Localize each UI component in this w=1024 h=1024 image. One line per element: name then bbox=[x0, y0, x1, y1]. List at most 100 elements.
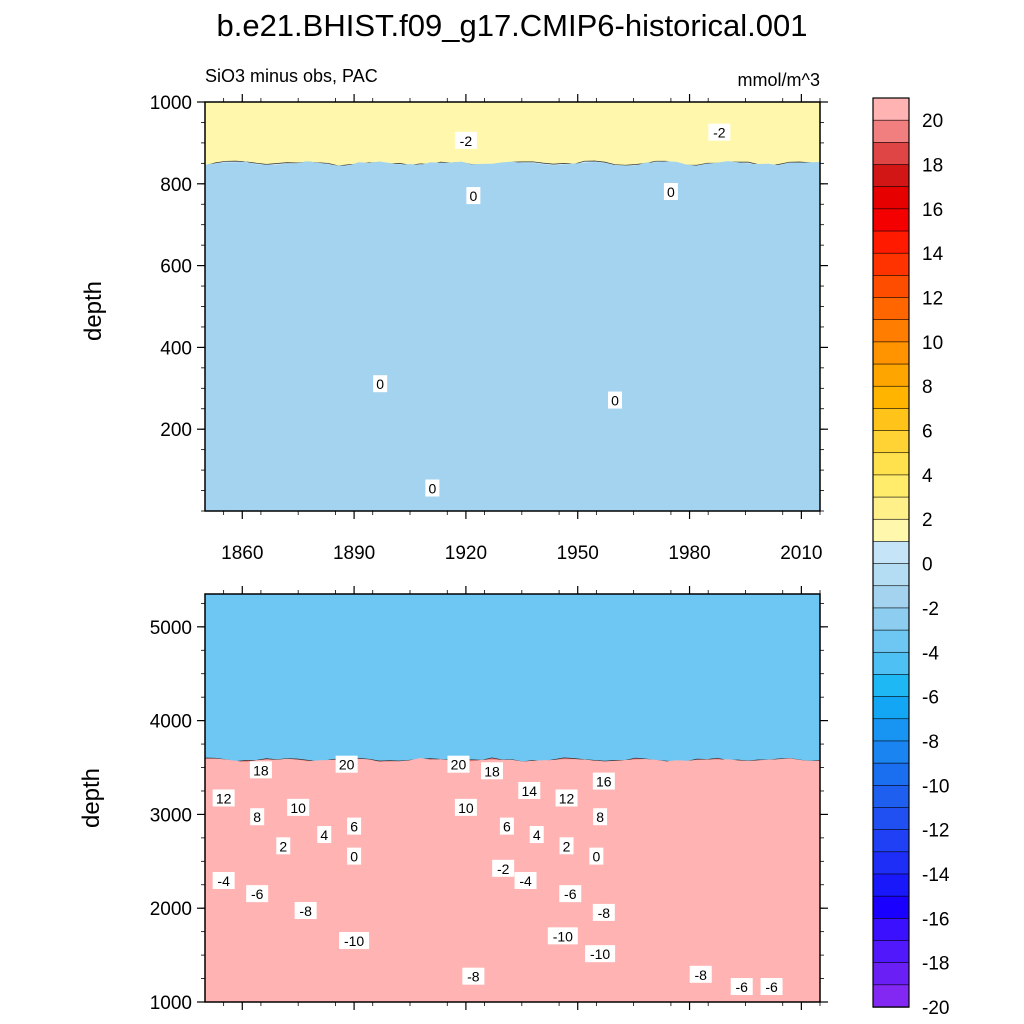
contour-label-text: 18 bbox=[484, 763, 500, 779]
colorbar-swatch bbox=[872, 208, 910, 232]
contour-label-text: 10 bbox=[290, 800, 306, 816]
colorbar-tick-label: 2 bbox=[922, 510, 933, 531]
contour-label-text: 4 bbox=[320, 827, 328, 843]
contour-line bbox=[205, 757, 820, 763]
contour-label-text: 6 bbox=[503, 819, 511, 835]
colorbar-swatch bbox=[872, 629, 910, 653]
contour-label: 0 bbox=[466, 187, 481, 205]
colorbar-tick-label: -4 bbox=[922, 643, 939, 664]
colorbar-swatch bbox=[872, 408, 910, 432]
contour-label-text: -4 bbox=[217, 873, 230, 889]
colorbar-swatch bbox=[872, 940, 910, 964]
contour-label-text: 8 bbox=[596, 809, 604, 825]
contour-label-text: -8 bbox=[467, 969, 480, 985]
colorbar-tick-label: 10 bbox=[922, 333, 943, 354]
x-tick-label: 1890 bbox=[333, 543, 375, 564]
colorbar-tick-label: -18 bbox=[922, 954, 949, 975]
contour-label: -6 bbox=[730, 977, 753, 995]
contour-label: 0 bbox=[663, 182, 678, 200]
contour-label: 0 bbox=[608, 391, 622, 409]
lower-contour-panel: -8 -8 -6 -6 -10 -10 -10 -8 -8 -6 -6 -4 -4 -2 0 0 2 2 4 4 6 6 8… bbox=[150, 586, 828, 1014]
contour-label: -2 bbox=[492, 859, 515, 877]
colorbar-swatch bbox=[872, 563, 910, 587]
contour-label: -6 bbox=[246, 885, 269, 903]
contour-label-text: -6 bbox=[765, 979, 778, 995]
contour-label-text: 4 bbox=[533, 827, 541, 843]
contour-label: 12 bbox=[212, 789, 235, 807]
contour-label-text: 18 bbox=[253, 762, 269, 778]
y-tick-label: 5000 bbox=[150, 618, 192, 639]
upper-contour-panel: 0 0 0 0 0 -2 -2 200 400 600 800 1000 1860 1890 1920 195… bbox=[150, 93, 828, 564]
contour-label: -6 bbox=[760, 977, 783, 995]
colorbar-tick-label: 8 bbox=[922, 377, 933, 398]
colorbar-tick-label: 20 bbox=[922, 111, 943, 132]
contour-label: 4 bbox=[317, 826, 332, 844]
colorbar-swatch bbox=[872, 252, 910, 277]
colorbar-swatch bbox=[872, 674, 910, 698]
contour-label: 8 bbox=[593, 808, 608, 826]
contour-label: -8 bbox=[294, 902, 317, 920]
contour-label-text: 6 bbox=[350, 819, 358, 835]
colorbar-swatch bbox=[872, 829, 910, 853]
contour-label: 18 bbox=[249, 761, 272, 779]
colorbar-swatch bbox=[872, 142, 910, 166]
colorbar-swatch bbox=[872, 319, 910, 343]
contour-label: -2 bbox=[454, 131, 477, 149]
contour-label: 10 bbox=[454, 798, 477, 816]
contour-label-text: -6 bbox=[251, 886, 264, 902]
colorbar-swatch bbox=[872, 607, 910, 631]
x-tick-label: 1950 bbox=[557, 543, 599, 564]
colorbar: 20181614121086420-2-4-6-8-10-12-14-16-18… bbox=[872, 97, 950, 1019]
colorbar-swatch bbox=[872, 474, 910, 498]
contour-label-text: -2 bbox=[497, 861, 510, 877]
contour-label: -10 bbox=[585, 945, 616, 963]
colorbar-tick-label: -10 bbox=[922, 776, 949, 797]
colorbar-swatch bbox=[872, 851, 910, 875]
contour-label: 18 bbox=[481, 762, 503, 780]
colorbar-frame bbox=[872, 97, 910, 1008]
x-tick-label: 2010 bbox=[780, 543, 822, 564]
contour-label-text: 0 bbox=[428, 481, 436, 497]
colorbar-swatch bbox=[872, 164, 910, 188]
colorbar-swatch bbox=[872, 430, 910, 454]
colorbar-swatch bbox=[872, 363, 910, 387]
y-tick-label: 1000 bbox=[150, 93, 192, 114]
contour-label-text: 0 bbox=[667, 184, 675, 200]
contour-label-text: 8 bbox=[253, 809, 261, 825]
contour-label-text: -2 bbox=[713, 125, 726, 141]
colorbar-tick-label: 6 bbox=[922, 422, 933, 443]
contour-band bbox=[205, 758, 820, 1002]
y-tick-label: 4000 bbox=[150, 712, 192, 733]
contour-label-text: -10 bbox=[553, 928, 573, 944]
contour-label-text: 20 bbox=[451, 757, 467, 773]
contour-label-text: 16 bbox=[596, 774, 612, 790]
y-tick-label: 200 bbox=[160, 420, 192, 441]
upper-y-axis-label: depth bbox=[80, 281, 107, 341]
y-tick-label: 600 bbox=[160, 257, 192, 278]
contour-label: 2 bbox=[276, 837, 291, 855]
colorbar-swatch bbox=[872, 651, 910, 676]
colorbar-swatch bbox=[872, 807, 910, 831]
colorbar-swatch bbox=[872, 97, 910, 121]
colorbar-tick-label: -6 bbox=[922, 688, 939, 709]
chart-title: b.e21.BHIST.f09_g17.CMIP6-historical.001 bbox=[216, 8, 807, 43]
colorbar-swatch bbox=[872, 962, 910, 986]
colorbar-swatch bbox=[872, 341, 910, 365]
contour-label: -8 bbox=[462, 967, 485, 985]
colorbar-swatch bbox=[872, 119, 910, 144]
contour-label-text: -6 bbox=[736, 979, 749, 995]
contour-label-text: 12 bbox=[216, 790, 232, 806]
colorbar-swatch bbox=[872, 541, 910, 565]
y-tick-label: 400 bbox=[160, 338, 192, 359]
contour-label-text: 0 bbox=[611, 393, 619, 409]
contour-label: 2 bbox=[559, 837, 574, 855]
y-tick-label: 800 bbox=[160, 175, 192, 196]
x-tick-label: 1920 bbox=[445, 543, 487, 564]
contour-label: 4 bbox=[529, 826, 544, 844]
contour-label-text: -4 bbox=[519, 873, 532, 889]
colorbar-swatch bbox=[872, 585, 910, 609]
contour-label: 20 bbox=[335, 755, 358, 773]
contour-label: -6 bbox=[559, 885, 582, 903]
colorbar-tick-label: -12 bbox=[922, 821, 949, 842]
contour-label-text: 0 bbox=[350, 849, 358, 865]
